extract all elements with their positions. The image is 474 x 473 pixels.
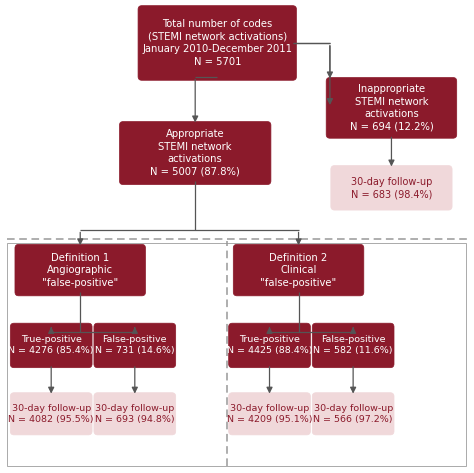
Text: True-positive
N = 4276 (85.4%): True-positive N = 4276 (85.4%) [9,335,94,356]
FancyBboxPatch shape [10,393,92,435]
Text: Definition 1
Angiographic
"false-positive": Definition 1 Angiographic "false-positiv… [42,253,118,288]
FancyBboxPatch shape [94,393,176,435]
FancyBboxPatch shape [326,78,457,138]
Text: Inappropriate
STEMI network
activations
N = 694 (12.2%): Inappropriate STEMI network activations … [350,84,433,131]
FancyBboxPatch shape [138,6,296,80]
FancyBboxPatch shape [94,323,176,368]
Text: 30-day follow-up
N = 4209 (95.1%): 30-day follow-up N = 4209 (95.1%) [227,404,312,424]
Text: 30-day follow-up
N = 693 (94.8%): 30-day follow-up N = 693 (94.8%) [95,404,174,424]
Text: Appropriate
STEMI network
activations
N = 5007 (87.8%): Appropriate STEMI network activations N … [150,130,240,176]
FancyBboxPatch shape [228,323,310,368]
FancyBboxPatch shape [312,323,394,368]
FancyBboxPatch shape [119,122,271,184]
Text: 30-day follow-up
N = 683 (98.4%): 30-day follow-up N = 683 (98.4%) [351,176,432,199]
Text: True-positive
N = 4425 (88.4%): True-positive N = 4425 (88.4%) [227,335,312,356]
FancyBboxPatch shape [10,323,92,368]
Text: False-positive
N = 731 (14.6%): False-positive N = 731 (14.6%) [95,335,174,356]
Text: Total number of codes
(STEMI network activations)
January 2010-December 2011
N =: Total number of codes (STEMI network act… [142,19,292,67]
FancyBboxPatch shape [228,393,310,435]
FancyBboxPatch shape [15,245,146,296]
Text: 30-day follow-up
N = 566 (97.2%): 30-day follow-up N = 566 (97.2%) [313,404,393,424]
FancyBboxPatch shape [331,166,452,210]
FancyBboxPatch shape [312,393,394,435]
Text: False-positive
N = 582 (11.6%): False-positive N = 582 (11.6%) [313,335,393,356]
Text: Definition 2
Clinical
"false-positive": Definition 2 Clinical "false-positive" [260,253,337,288]
FancyBboxPatch shape [233,245,364,296]
Text: 30-day follow-up
N = 4082 (95.5%): 30-day follow-up N = 4082 (95.5%) [9,404,94,424]
